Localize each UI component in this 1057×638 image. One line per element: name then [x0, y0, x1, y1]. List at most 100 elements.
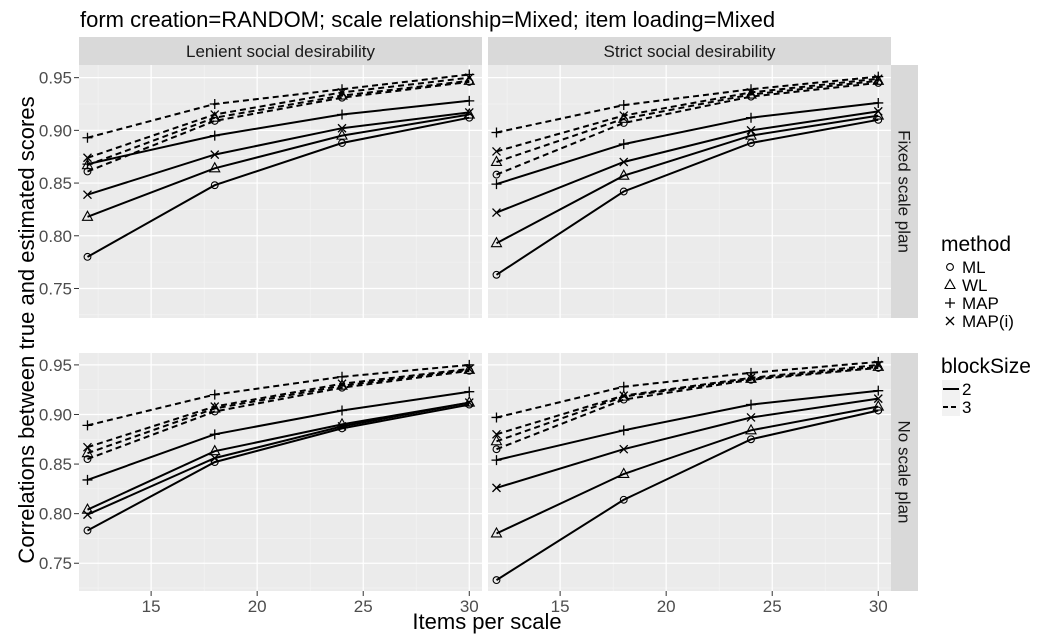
data-point-map-i-block2 — [337, 123, 347, 133]
data-point-wl-block3 — [81, 446, 94, 458]
series-line-wl-block3 — [87, 79, 470, 167]
data-point-map-i-block2 — [210, 453, 220, 463]
panel-series-fixed-scale-plan-strict-social-desirability — [490, 71, 885, 279]
data-point-ml-block2 — [465, 400, 474, 409]
data-point-ml-block2 — [83, 526, 92, 535]
data-point-ml-block3 — [492, 170, 501, 179]
data-point-wl-block2 — [490, 526, 503, 538]
data-point-map-i-block2 — [83, 190, 92, 200]
series-line-wl-block2 — [87, 113, 470, 218]
data-point-map-i-block3 — [83, 442, 92, 452]
series-line-ml-block2 — [495, 409, 879, 581]
data-point-map-i-block3 — [492, 146, 501, 156]
data-point-map-block2 — [618, 425, 629, 436]
series-line-ml-block2 — [495, 118, 879, 276]
series-line-map-i-block3 — [496, 77, 879, 153]
x-tick-label: 15 — [551, 597, 570, 616]
data-point-map-block2 — [746, 399, 757, 410]
data-point-ml-block3 — [83, 167, 92, 176]
data-point-ml-block3 — [83, 455, 92, 464]
x-tick-label: 25 — [763, 597, 782, 616]
data-point-wl-block2 — [208, 161, 221, 173]
data-point-map-i-block3 — [337, 87, 347, 97]
data-point-map-i-block3 — [210, 110, 220, 120]
legend-label-map-i: MAP(i) — [962, 312, 1014, 331]
data-point-ml-block2 — [83, 252, 92, 261]
data-point-map-i-block2 — [873, 394, 883, 404]
y-tick-label: 0.85 — [39, 174, 72, 193]
data-point-wl-block2 — [336, 128, 348, 140]
data-point-map-block2 — [464, 95, 475, 106]
panel-no-scale-plan-strict-social-desirability — [488, 353, 891, 591]
y-tick-label: 0.95 — [39, 356, 72, 375]
data-point-wl-block2 — [463, 395, 476, 407]
data-point-map-block3 — [618, 100, 629, 111]
row-strip-no-scale-plan — [891, 353, 918, 591]
data-point-wl-block3 — [81, 158, 94, 170]
data-point-map-i-block2 — [83, 510, 92, 520]
data-point-map-block2 — [464, 386, 475, 397]
data-point-wl-block2 — [81, 210, 94, 221]
series-line-ml-block3 — [496, 81, 879, 176]
data-point-wl-block2 — [745, 423, 757, 435]
data-point-wl-block2 — [81, 503, 94, 514]
data-point-ml-block3 — [492, 445, 501, 454]
panel-series-no-scale-plan-strict-social-desirability — [490, 356, 885, 585]
data-point-map-block2 — [746, 112, 757, 123]
y-tick-label: 0.90 — [39, 405, 72, 424]
data-point-map-block2 — [618, 139, 629, 150]
panel-series-fixed-scale-plan-lenient-social-desirability — [81, 69, 476, 261]
data-point-map-i-block2 — [464, 398, 474, 408]
x-tick-label: 30 — [460, 597, 479, 616]
data-point-map-i-block3 — [337, 379, 347, 389]
data-point-map-block3 — [82, 420, 93, 431]
series-line-map-block3 — [496, 360, 879, 419]
series-line-map-block2 — [496, 101, 879, 186]
series-line-map-i-block2 — [87, 111, 470, 196]
data-point-ml-block2 — [210, 181, 219, 190]
data-point-map-block2 — [209, 130, 220, 141]
chart-title: form creation=RANDOM; scale relationship… — [80, 7, 775, 32]
data-point-ml-block2 — [492, 576, 501, 585]
legend-key-wl — [944, 278, 956, 290]
data-point-map-block3 — [491, 127, 502, 138]
series-line-ml-block3 — [496, 366, 879, 451]
data-point-map-block3 — [873, 71, 884, 82]
legend-label-map: MAP — [962, 294, 999, 313]
x-tick-label: 30 — [869, 597, 888, 616]
data-point-map-block3 — [746, 367, 757, 378]
data-point-wl-block2 — [617, 467, 630, 479]
data-point-map-i-block2 — [337, 421, 347, 431]
data-point-map-i-block2 — [619, 157, 629, 167]
data-point-map-block3 — [337, 371, 348, 382]
data-point-map-i-block3 — [464, 73, 474, 83]
data-point-map-block2 — [209, 429, 220, 440]
panel-background — [488, 353, 891, 591]
data-point-map-i-block2 — [746, 412, 756, 422]
data-point-map-block2 — [82, 474, 93, 485]
legend-key-ml — [946, 263, 954, 271]
data-point-map-block2 — [337, 109, 348, 120]
data-point-wl-block2 — [745, 128, 757, 140]
data-point-wl-block3 — [872, 74, 885, 85]
legend-label-blocksize-2: 2 — [962, 380, 971, 399]
data-point-wl-block3 — [490, 434, 503, 446]
data-point-wl-block3 — [463, 363, 476, 374]
panel-series-no-scale-plan-lenient-social-desirability — [81, 359, 476, 535]
data-point-map-i-block2 — [210, 150, 220, 160]
series-line-map-block2 — [496, 389, 879, 462]
legend-label-wl: WL — [962, 276, 988, 295]
data-point-wl-block2 — [872, 399, 885, 411]
y-tick-label: 0.75 — [39, 554, 72, 573]
data-point-map-i-block3 — [210, 402, 220, 412]
data-point-map-i-block3 — [619, 391, 629, 401]
data-point-map-block3 — [491, 412, 502, 423]
legend-title-blocksize: blockSize — [941, 355, 1031, 378]
panel-no-scale-plan-lenient-social-desirability — [79, 353, 482, 591]
y-tick-label: 0.95 — [39, 69, 72, 88]
data-point-map-i-block2 — [492, 208, 501, 218]
data-point-map-block2 — [337, 405, 348, 416]
data-point-map-i-block2 — [873, 106, 883, 116]
